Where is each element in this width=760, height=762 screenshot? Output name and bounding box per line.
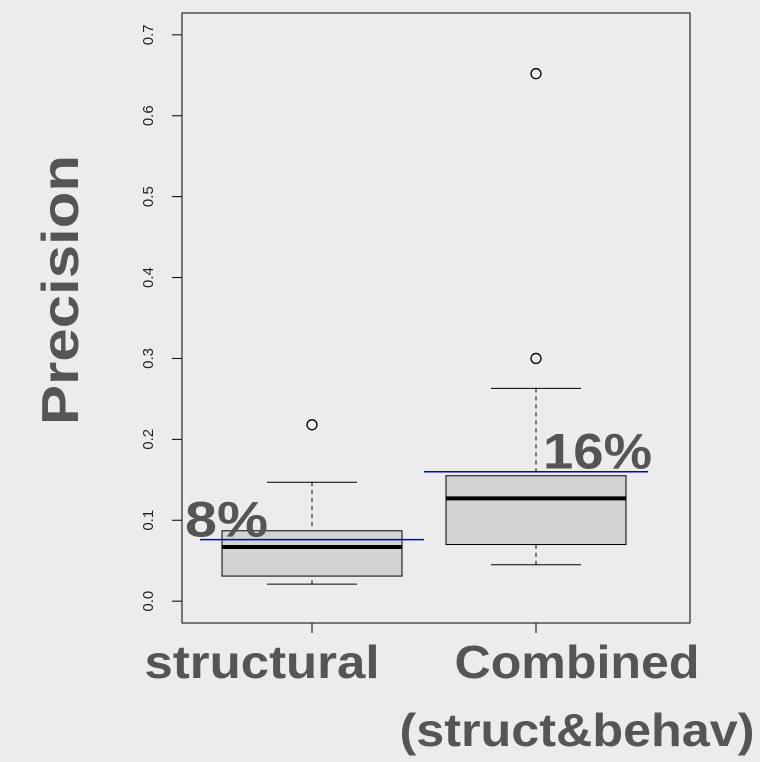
- y-axis-label: Precision: [32, 155, 90, 425]
- x-tick-label-line: (struct&behav): [400, 704, 755, 756]
- plot-frame: [181, 12, 691, 624]
- box: [445, 475, 627, 546]
- y-tick-label: 0.3: [140, 348, 157, 369]
- mean-label: 8%: [185, 492, 268, 548]
- outlier: [530, 352, 542, 365]
- x-tick-label-line: structural: [145, 636, 380, 688]
- y-tick-label: 0.7: [140, 24, 157, 45]
- y-tick-label: 0.6: [140, 105, 157, 126]
- x-tick-label-line: Combined: [455, 636, 700, 688]
- y-tick-label: 0.2: [140, 429, 157, 450]
- y-tick-label: 0.4: [140, 267, 157, 288]
- x-tick-label: structural: [145, 636, 380, 688]
- y-tick-label: 0.5: [140, 186, 157, 207]
- y-tick-label: 0.1: [140, 510, 157, 531]
- box: [221, 530, 403, 577]
- mean-label: 16%: [543, 424, 652, 480]
- y-tick-label: 0.0: [140, 591, 157, 612]
- x-tick-label: Combined (struct&behav): [400, 636, 755, 756]
- outlier: [306, 419, 318, 431]
- outlier: [530, 68, 542, 80]
